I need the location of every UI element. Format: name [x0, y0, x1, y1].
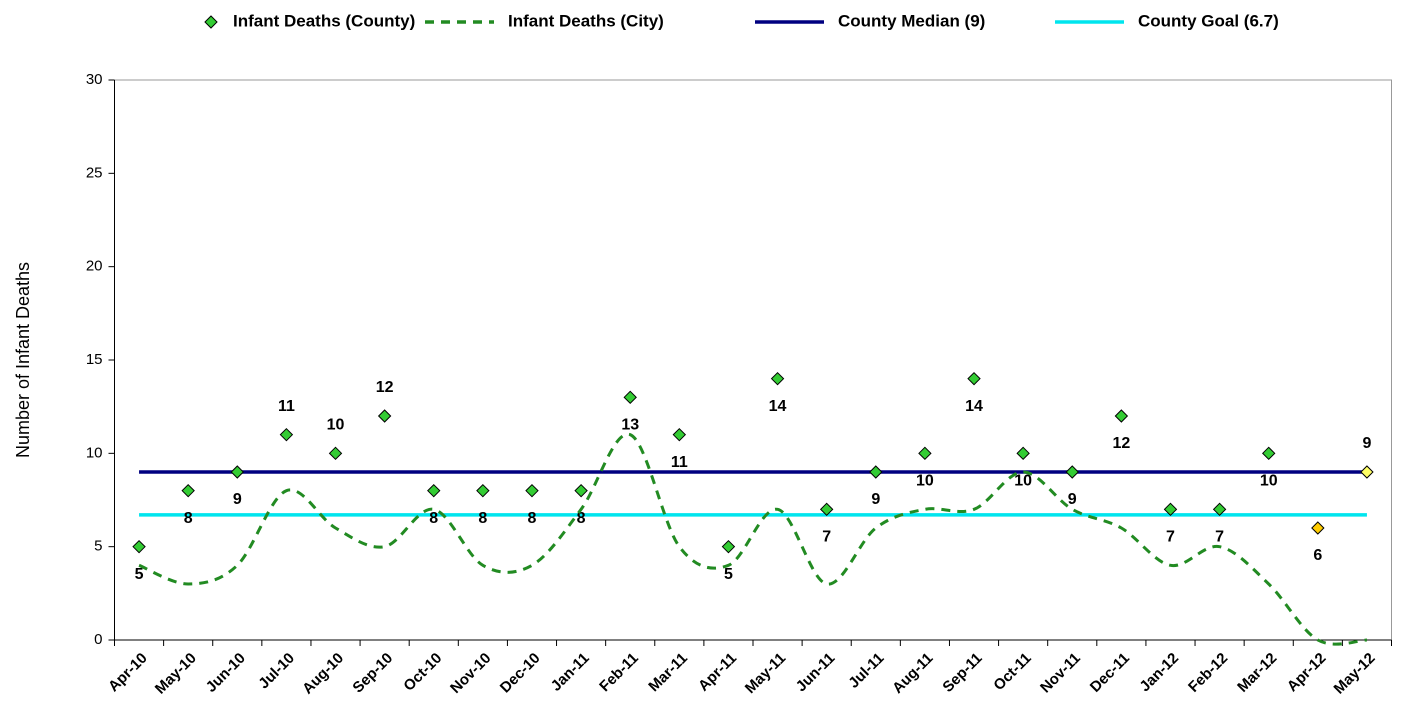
data-label: 8 — [478, 510, 487, 527]
y-tick-label: 30 — [86, 71, 103, 88]
x-tick-label: Oct-10 — [400, 650, 445, 695]
data-label: 10 — [1260, 473, 1278, 490]
data-label: 9 — [1362, 435, 1371, 452]
marker — [377, 409, 392, 423]
data-label: 10 — [327, 417, 345, 434]
data-label: 14 — [965, 398, 983, 415]
data-label: 8 — [184, 510, 193, 527]
city-line — [138, 433, 1368, 646]
x-tick-label: Apr-11 — [695, 650, 740, 695]
data-label: 8 — [577, 510, 586, 527]
data-label: 9 — [233, 491, 242, 508]
marker — [132, 539, 146, 554]
x-tick-label: Jul-11 — [845, 650, 887, 692]
data-label: 14 — [769, 398, 787, 415]
marker — [181, 483, 195, 498]
marker — [1311, 521, 1325, 535]
data-label: 7 — [1166, 529, 1175, 546]
marker — [672, 427, 687, 442]
marker — [525, 483, 539, 498]
legend-label: County Goal (6.7) — [1138, 11, 1279, 30]
marker — [770, 371, 785, 386]
data-label: 11 — [671, 454, 688, 471]
y-tick-label: 10 — [86, 444, 103, 461]
marker — [1114, 409, 1129, 423]
marker — [328, 446, 343, 461]
marker — [230, 465, 244, 479]
y-tick-label: 20 — [86, 258, 103, 275]
data-label: 12 — [376, 379, 394, 396]
y-tick-label: 15 — [86, 351, 103, 368]
marker — [721, 539, 736, 554]
marker — [279, 427, 294, 442]
data-label: 9 — [871, 491, 880, 508]
x-tick-label: May-10 — [152, 650, 200, 698]
x-tick-label: Jan-12 — [1136, 650, 1182, 696]
data-label: 10 — [916, 473, 934, 490]
data-label: 5 — [724, 566, 733, 583]
x-tick-label: May-11 — [742, 650, 789, 697]
legend-label: County Median (9) — [838, 11, 985, 30]
marker — [1016, 446, 1030, 461]
x-tick-label: Dec-10 — [497, 650, 544, 697]
x-tick-label: Dec-11 — [1087, 650, 1133, 696]
x-tick-label: Jun-11 — [793, 650, 839, 696]
x-tick-label: Jun-10 — [203, 650, 249, 696]
data-label: 8 — [528, 510, 537, 527]
data-label: 12 — [1112, 435, 1130, 452]
x-tick-label: Apr-10 — [105, 650, 151, 696]
x-tick-label: Jul-10 — [255, 650, 298, 693]
data-label: 7 — [1215, 529, 1224, 546]
marker — [1360, 465, 1374, 479]
marker — [1163, 502, 1178, 517]
y-axis-label: Number of Infant Deaths — [13, 262, 33, 458]
data-label: 8 — [429, 510, 438, 527]
marker — [1262, 446, 1276, 461]
x-tick-label: Mar-11 — [645, 650, 691, 696]
plot-area — [114, 79, 1392, 641]
marker — [1212, 502, 1227, 517]
data-label: 13 — [621, 417, 639, 434]
x-tick-label: Feb-12 — [1185, 650, 1231, 696]
legend-marker — [204, 15, 218, 29]
marker — [819, 502, 834, 517]
y-tick-label: 25 — [86, 164, 103, 181]
y-tick-label: 0 — [94, 631, 102, 648]
marker — [967, 371, 981, 386]
marker — [1065, 465, 1079, 479]
x-tick-label: Aug-10 — [299, 650, 347, 698]
x-tick-label: May-12 — [1331, 650, 1379, 698]
data-label: 11 — [278, 398, 295, 415]
data-label: 7 — [822, 529, 831, 546]
x-tick-label: Aug-11 — [889, 650, 936, 697]
marker — [574, 483, 588, 498]
x-tick-label: Jan-11 — [548, 650, 593, 695]
y-tick-label: 5 — [94, 538, 102, 555]
x-tick-label: Sep-10 — [349, 650, 396, 697]
x-tick-label: Sep-11 — [939, 650, 985, 696]
marker — [476, 483, 490, 498]
legend-label: Infant Deaths (City) — [508, 11, 664, 30]
x-tick-label: Mar-12 — [1234, 650, 1280, 696]
x-tick-label: Apr-12 — [1284, 650, 1330, 696]
legend-label: Infant Deaths (County) — [233, 11, 415, 30]
marker — [918, 446, 932, 461]
x-tick-label: Oct-11 — [990, 650, 1034, 694]
marker — [623, 390, 637, 405]
data-label: 9 — [1068, 491, 1077, 508]
data-label: 6 — [1313, 547, 1322, 564]
marker — [869, 465, 883, 479]
x-tick-label: Nov-10 — [447, 650, 494, 697]
data-label: 5 — [135, 566, 144, 583]
x-tick-label: Nov-11 — [1037, 650, 1084, 697]
x-tick-label: Feb-11 — [596, 650, 642, 696]
data-label: 10 — [1014, 473, 1032, 490]
marker — [427, 483, 441, 498]
